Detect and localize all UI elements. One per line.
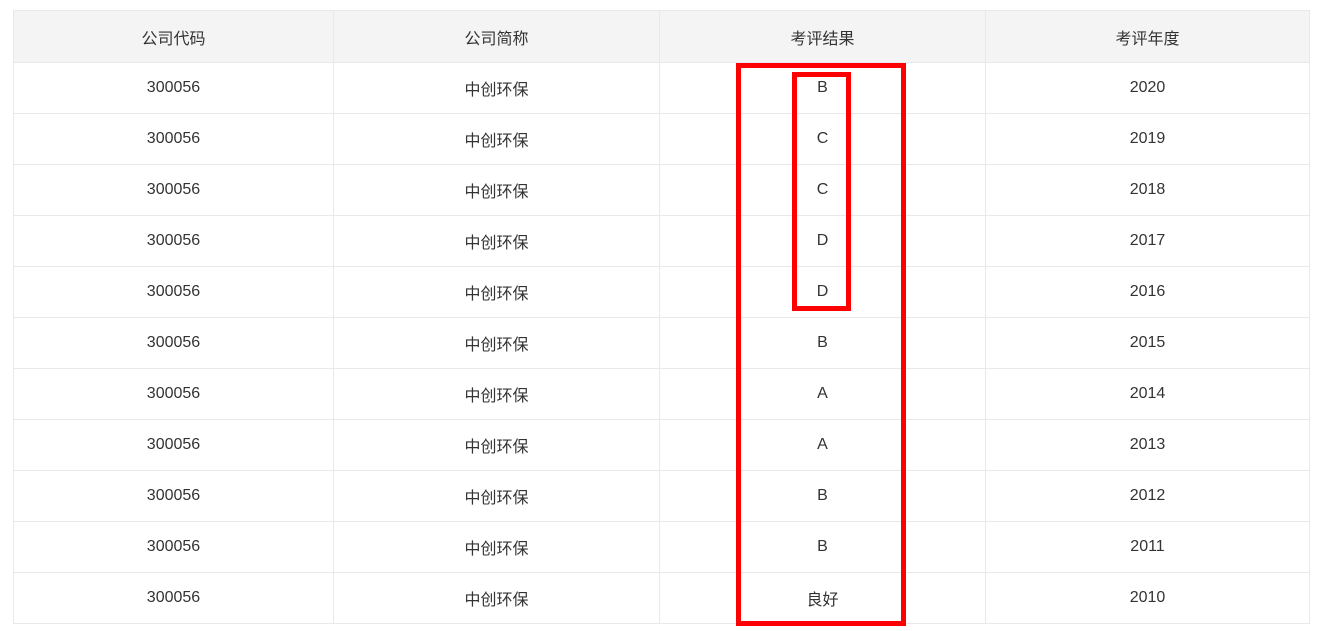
cell-eval-year: 2016: [985, 266, 1310, 318]
cell-eval-result: C: [659, 164, 986, 216]
cell-eval-year: 2014: [985, 368, 1310, 420]
cell-eval-result: A: [659, 368, 986, 420]
cell-company-code: 300056: [13, 215, 334, 267]
cell-company-name: 中创环保: [333, 368, 660, 420]
cell-company-code: 300056: [13, 572, 334, 624]
column-header-eval-result: 考评结果: [659, 10, 986, 63]
cell-eval-result: B: [659, 470, 986, 522]
cell-eval-year: 2020: [985, 62, 1310, 114]
cell-company-code: 300056: [13, 62, 334, 114]
cell-company-code: 300056: [13, 317, 334, 369]
table-row: 300056 中创环保 D 2016: [13, 266, 1310, 318]
column-header-company-code: 公司代码: [13, 10, 334, 63]
cell-company-name: 中创环保: [333, 317, 660, 369]
cell-company-name: 中创环保: [333, 572, 660, 624]
table-row: 300056 中创环保 B 2020: [13, 62, 1310, 114]
cell-eval-year: 2012: [985, 470, 1310, 522]
evaluation-table-container: 公司代码 公司简称 考评结果 考评年度 300056 中创环保 B 2020 3…: [13, 10, 1310, 624]
cell-company-code: 300056: [13, 470, 334, 522]
cell-eval-result: 良好: [659, 572, 986, 624]
cell-eval-year: 2019: [985, 113, 1310, 165]
table-row: 300056 中创环保 C 2018: [13, 164, 1310, 216]
evaluation-table: 公司代码 公司简称 考评结果 考评年度 300056 中创环保 B 2020 3…: [13, 10, 1310, 624]
table-body: 300056 中创环保 B 2020 300056 中创环保 C 2019 30…: [13, 62, 1310, 624]
cell-eval-year: 2011: [985, 521, 1310, 573]
cell-company-name: 中创环保: [333, 164, 660, 216]
cell-eval-result: B: [659, 62, 986, 114]
column-header-company-name: 公司简称: [333, 10, 660, 63]
table-row: 300056 中创环保 B 2015: [13, 317, 1310, 369]
cell-company-code: 300056: [13, 368, 334, 420]
cell-eval-result: B: [659, 317, 986, 369]
cell-company-code: 300056: [13, 113, 334, 165]
cell-company-code: 300056: [13, 419, 334, 471]
table-row: 300056 中创环保 A 2013: [13, 419, 1310, 471]
cell-eval-result: A: [659, 419, 986, 471]
cell-company-code: 300056: [13, 521, 334, 573]
cell-company-name: 中创环保: [333, 419, 660, 471]
cell-company-name: 中创环保: [333, 113, 660, 165]
cell-company-code: 300056: [13, 266, 334, 318]
cell-eval-result: B: [659, 521, 986, 573]
cell-eval-result: D: [659, 266, 986, 318]
cell-eval-year: 2013: [985, 419, 1310, 471]
cell-company-name: 中创环保: [333, 470, 660, 522]
table-row: 300056 中创环保 A 2014: [13, 368, 1310, 420]
cell-eval-year: 2018: [985, 164, 1310, 216]
column-header-eval-year: 考评年度: [985, 10, 1310, 63]
table-row: 300056 中创环保 C 2019: [13, 113, 1310, 165]
table-header-row: 公司代码 公司简称 考评结果 考评年度: [13, 10, 1310, 63]
cell-company-name: 中创环保: [333, 215, 660, 267]
cell-eval-year: 2017: [985, 215, 1310, 267]
cell-eval-year: 2010: [985, 572, 1310, 624]
table-row: 300056 中创环保 D 2017: [13, 215, 1310, 267]
cell-eval-year: 2015: [985, 317, 1310, 369]
table-row: 300056 中创环保 B 2012: [13, 470, 1310, 522]
cell-eval-result: C: [659, 113, 986, 165]
table-row: 300056 中创环保 良好 2010: [13, 572, 1310, 624]
cell-company-name: 中创环保: [333, 62, 660, 114]
cell-company-name: 中创环保: [333, 521, 660, 573]
cell-company-code: 300056: [13, 164, 334, 216]
cell-eval-result: D: [659, 215, 986, 267]
table-row: 300056 中创环保 B 2011: [13, 521, 1310, 573]
cell-company-name: 中创环保: [333, 266, 660, 318]
